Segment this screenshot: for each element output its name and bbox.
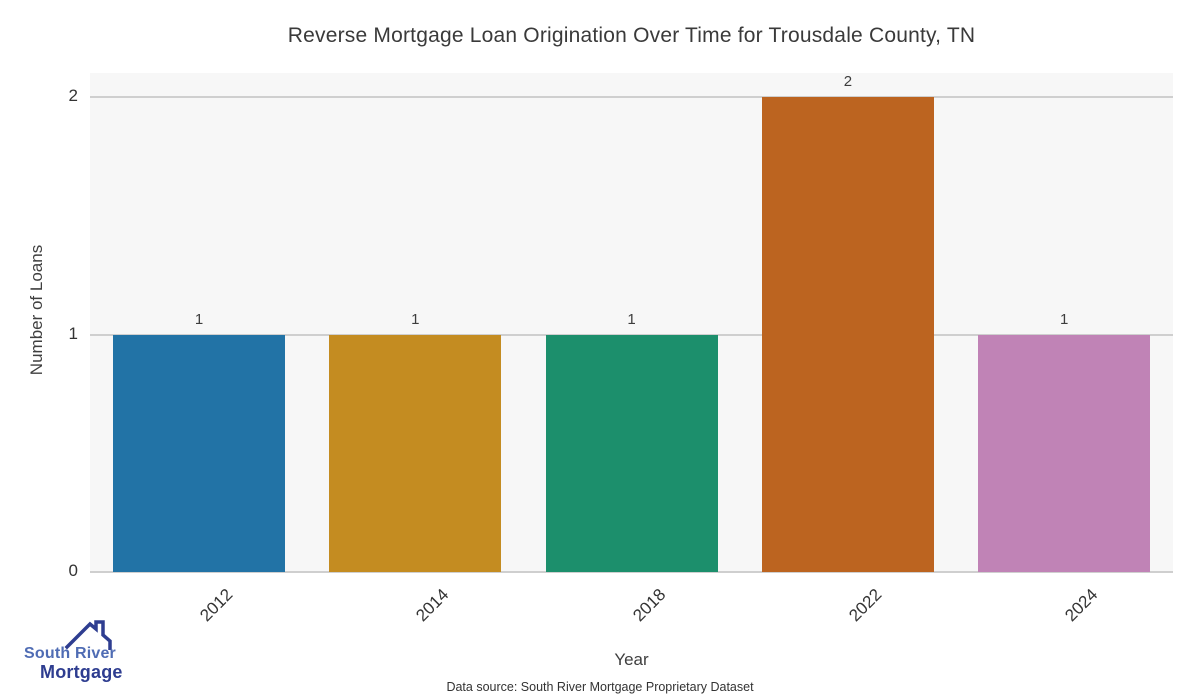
bar-2018	[545, 334, 718, 572]
logo-text-south-river: South River	[24, 645, 116, 662]
house-roof-icon	[64, 620, 112, 650]
bar-2024	[978, 334, 1151, 572]
data-source-note: Data source: South River Mortgage Propri…	[446, 680, 754, 694]
bar-value-label: 1	[627, 310, 636, 328]
y-axis-label: Number of Loans	[27, 244, 46, 376]
bar-2012	[113, 334, 285, 572]
bar-2022	[761, 97, 934, 572]
bar-value-label: 2	[843, 73, 853, 90]
bar-value-label: 1	[1060, 310, 1069, 328]
bar-value-label: 1	[194, 310, 204, 328]
y-tick-label: 1	[68, 323, 78, 343]
y-tick-label: 2	[68, 86, 78, 105]
south-river-mortgage-logo: South River Mortgage	[18, 618, 138, 688]
gridline	[90, 571, 1173, 573]
gridline	[90, 96, 1173, 98]
y-tick-label: 0	[68, 561, 78, 580]
roof-path	[64, 620, 112, 650]
chart-title: Reverse Mortgage Loan Origination Over T…	[287, 24, 976, 47]
logo-text-mortgage: Mortgage	[40, 662, 123, 682]
x-axis-label: Year	[614, 650, 649, 669]
bar-value-label: 1	[411, 310, 420, 328]
bar-2014	[329, 334, 502, 572]
plot-area: 1 1 1 2 1	[90, 73, 1173, 573]
